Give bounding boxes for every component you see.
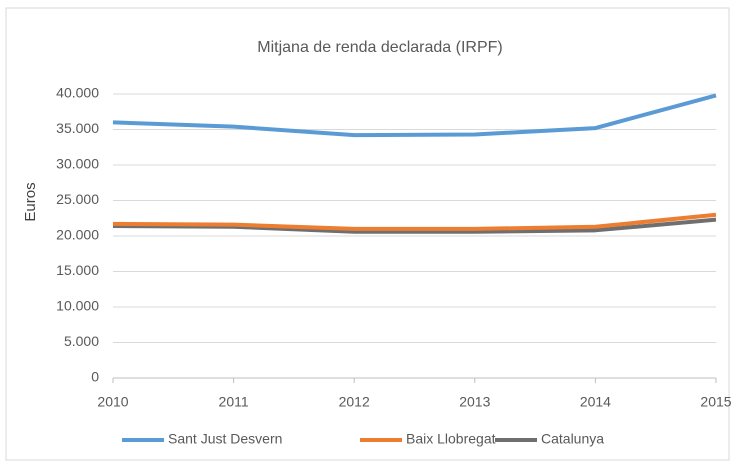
x-tick-label: 2014	[580, 394, 611, 410]
series-line	[112, 217, 717, 234]
chart-border	[5, 7, 730, 461]
series-line	[112, 212, 717, 231]
x-tick-label: 2010	[97, 394, 128, 410]
y-tick-label: 30.000	[56, 156, 99, 172]
y-tick-label: 25.000	[56, 191, 99, 207]
y-tick-label: 15.000	[56, 262, 99, 278]
y-tick-label: 10.000	[56, 298, 99, 314]
chart-title: Mitjana de renda declarada (IRPF)	[257, 39, 502, 56]
y-tick-label: 5.000	[64, 333, 99, 349]
legend-label: Baix Llobregat	[406, 431, 496, 447]
legend-label: Catalunya	[541, 431, 604, 447]
y-axis-label: Euros	[22, 182, 39, 221]
y-tick-label: 35.000	[56, 120, 99, 136]
y-tick-label: 40.000	[56, 85, 99, 101]
legend-label: Sant Just Desvern	[168, 431, 282, 447]
x-tick-label: 2012	[339, 394, 370, 410]
y-tick-label: 0	[91, 369, 99, 385]
series-line	[112, 93, 717, 138]
x-tick-label: 2015	[700, 394, 731, 410]
x-tick-label: 2013	[459, 394, 490, 410]
y-tick-label: 20.000	[56, 227, 99, 243]
x-tick-label: 2011	[219, 394, 249, 410]
